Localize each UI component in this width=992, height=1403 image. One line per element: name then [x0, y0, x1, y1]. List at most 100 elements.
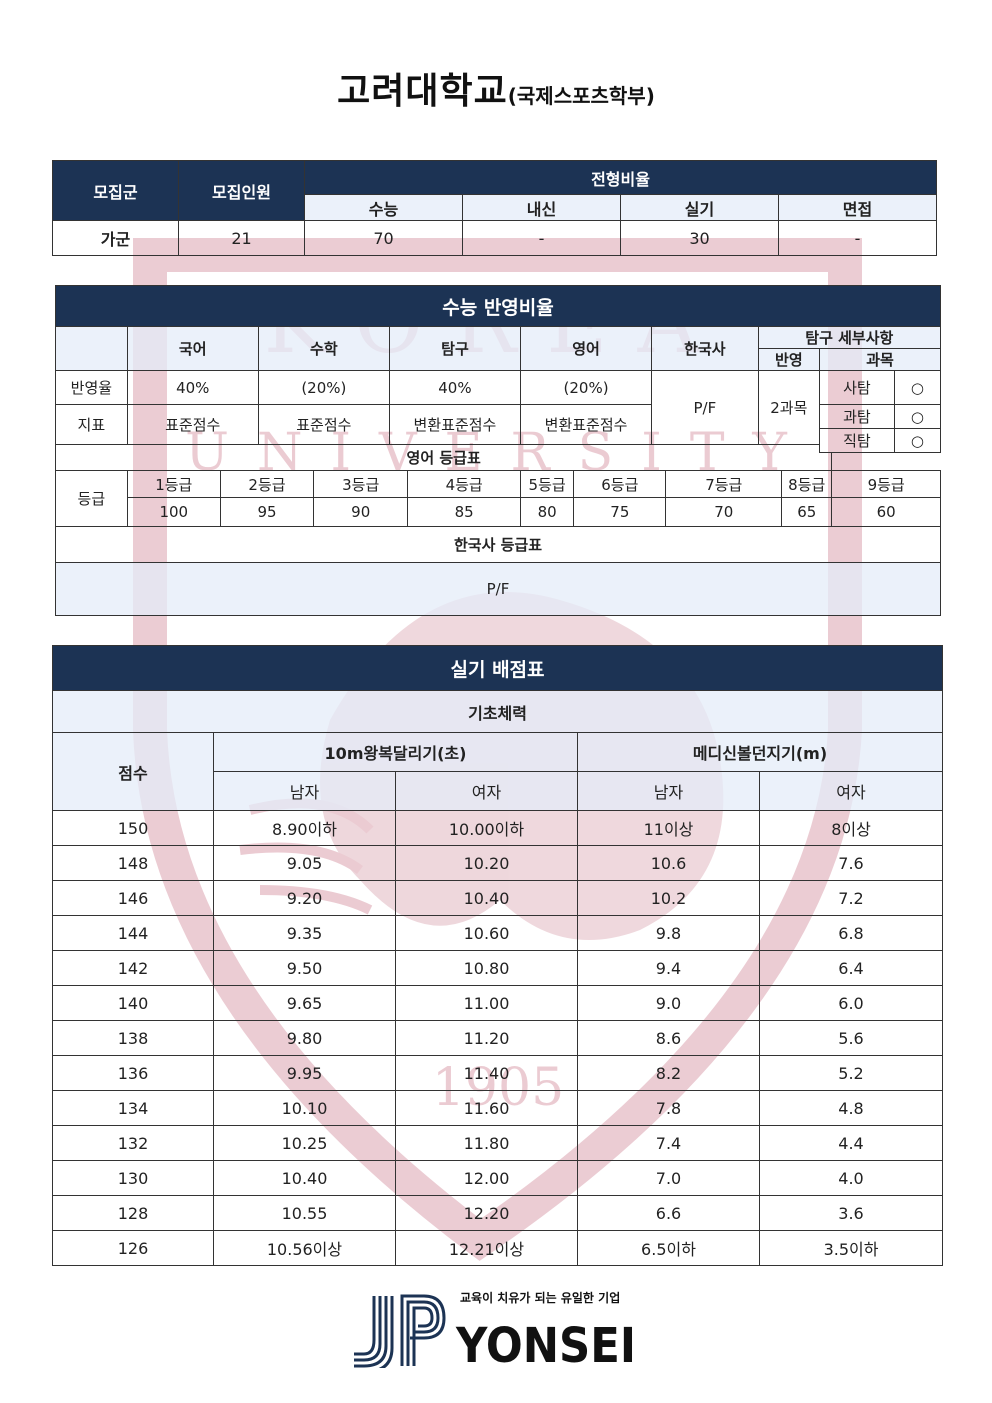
table-row: 138 9.80 11.20 8.6 5.6	[52, 1020, 944, 1056]
recruitment-table: 모집군 모집인원 전형비율 수능 내신 실기 면접 가군 21 70 - 30 …	[52, 160, 938, 256]
row-naesin: -	[462, 220, 621, 256]
run-male-cell: 10.56이상	[213, 1230, 396, 1266]
run-female-cell: 10.20	[395, 845, 578, 881]
ball-male-cell: 6.6	[577, 1195, 760, 1231]
grade-score-5: 80	[519, 497, 575, 527]
inquiry-item-mark: ○	[893, 428, 942, 453]
inquiry-reflect-label: 반영	[757, 348, 821, 371]
row-silgi: 30	[620, 220, 779, 256]
row-count: 21	[178, 220, 305, 256]
grade-5: 5등급	[519, 470, 575, 498]
row-group: 가군	[52, 220, 179, 256]
grade-score-4: 85	[407, 497, 521, 527]
ratio-inquiry: 40%	[388, 370, 522, 405]
score-cell: 142	[52, 950, 214, 986]
run-male-cell: 9.35	[213, 915, 396, 951]
grade-8: 8등급	[781, 470, 833, 498]
ball-female-cell: 7.6	[758, 845, 944, 881]
ball-female-cell: 3.6	[758, 1195, 944, 1231]
run-female-cell: 10.40	[395, 880, 578, 916]
suneung-table: 수능 반영비율 국어 수학 탐구 영어 한국사 탐구 세부사항 반영 과목 반영…	[54, 285, 942, 616]
inquiry-item-mark: ○	[893, 404, 942, 429]
grade-score-9: 60	[831, 497, 941, 527]
run-female-cell: 10.00이하	[395, 810, 578, 846]
table-row: 130 10.40 12.00 7.0 4.0	[52, 1160, 944, 1196]
score-cell: 134	[52, 1090, 214, 1126]
table-row: 126 10.56이상 12.21이상 6.5이하 3.5이하	[52, 1230, 944, 1266]
table-row: 144 9.35 10.60 9.8 6.8	[52, 915, 944, 951]
index-label: 지표	[55, 404, 128, 445]
run-female-cell: 11.60	[395, 1090, 578, 1126]
run-female-cell: 11.40	[395, 1055, 578, 1091]
ball-male-cell: 7.0	[577, 1160, 760, 1196]
logo-name: YONSEI	[455, 1318, 636, 1368]
grade-6: 6등급	[573, 470, 667, 498]
run-male-cell: 9.50	[213, 950, 396, 986]
grade-label: 등급	[55, 470, 128, 527]
grade-3: 3등급	[313, 470, 409, 498]
run-male-cell: 10.25	[213, 1125, 396, 1161]
index-korean: 표준점수	[126, 404, 259, 445]
ball-female-cell: 7.2	[758, 880, 944, 916]
inquiry-subject-label: 과목	[819, 348, 941, 371]
history-grade-title: 한국사 등급표	[55, 526, 941, 563]
grade-score-1: 100	[126, 497, 221, 527]
run-male-cell: 10.10	[213, 1090, 396, 1126]
score-cell: 136	[52, 1055, 214, 1091]
header-ratio: 전형비율	[303, 160, 938, 195]
inquiry-item-mark: ○	[893, 370, 942, 405]
ball-female-cell: 6.8	[758, 915, 944, 951]
run-female-cell: 10.60	[395, 915, 578, 951]
grade-9: 9등급	[831, 470, 941, 498]
ball-female-cell: 5.2	[758, 1055, 944, 1091]
header-count: 모집인원	[178, 160, 305, 221]
ratio-korean: 40%	[126, 370, 259, 405]
event-ball: 메디신볼던지기(m)	[576, 732, 944, 772]
suneung-title: 수능 반영비율	[55, 285, 941, 327]
inquiry-detail-title: 탐구 세부사항	[757, 326, 942, 349]
run-male-cell: 9.80	[213, 1020, 396, 1056]
grade-score-2: 95	[219, 497, 315, 527]
gender-female: 여자	[395, 771, 578, 811]
practical-title: 실기 배점표	[51, 645, 944, 691]
score-cell: 140	[52, 985, 214, 1021]
index-math: 표준점수	[257, 404, 390, 445]
ball-female-cell: 5.6	[758, 1020, 944, 1056]
table-row: 136 9.95 11.40 8.2 5.2	[52, 1055, 944, 1091]
practical-table: 실기 배점표 기초체력 점수 10m왕복달리기(초) 메디신볼던지기(m) 남자…	[51, 645, 944, 1266]
run-female-cell: 10.80	[395, 950, 578, 986]
subject-math: 수학	[257, 326, 390, 371]
subject-english: 영어	[519, 326, 653, 371]
table-row: 140 9.65 11.00 9.0 6.0	[52, 985, 944, 1021]
ball-female-cell: 4.0	[758, 1160, 944, 1196]
row-interview: -	[777, 220, 938, 256]
history-grade-value: P/F	[55, 562, 941, 616]
history-value: P/F	[651, 370, 759, 445]
ratio-label: 반영율	[55, 370, 128, 405]
table-row: 142 9.50 10.80 9.4 6.4	[52, 950, 944, 986]
score-label: 점수	[52, 732, 214, 811]
subject-inquiry: 탐구	[388, 326, 522, 371]
gender-male: 남자	[577, 771, 760, 811]
header-group: 모집군	[52, 160, 179, 221]
table-row: 150 8.90이하 10.00이하 11이상 8이상	[52, 810, 944, 846]
grade-score-3: 90	[313, 497, 409, 527]
ball-male-cell: 7.4	[577, 1125, 760, 1161]
score-cell: 138	[52, 1020, 214, 1056]
ball-female-cell: 4.4	[758, 1125, 944, 1161]
run-male-cell: 9.05	[213, 845, 396, 881]
ratio-english: (20%)	[519, 370, 653, 405]
run-female-cell: 12.20	[395, 1195, 578, 1231]
index-english: 변환표준점수	[519, 404, 653, 445]
run-male-cell: 9.20	[213, 880, 396, 916]
grade-2: 2등급	[219, 470, 315, 498]
ball-male-cell: 11이상	[577, 810, 760, 846]
score-cell: 144	[52, 915, 214, 951]
ball-male-cell: 8.2	[577, 1055, 760, 1091]
header-interview: 면접	[777, 194, 938, 221]
header-silgi: 실기	[620, 194, 779, 221]
ball-male-cell: 10.6	[577, 845, 760, 881]
grade-1: 1등급	[126, 470, 221, 498]
ball-male-cell: 9.8	[577, 915, 760, 951]
ball-female-cell: 4.8	[758, 1090, 944, 1126]
